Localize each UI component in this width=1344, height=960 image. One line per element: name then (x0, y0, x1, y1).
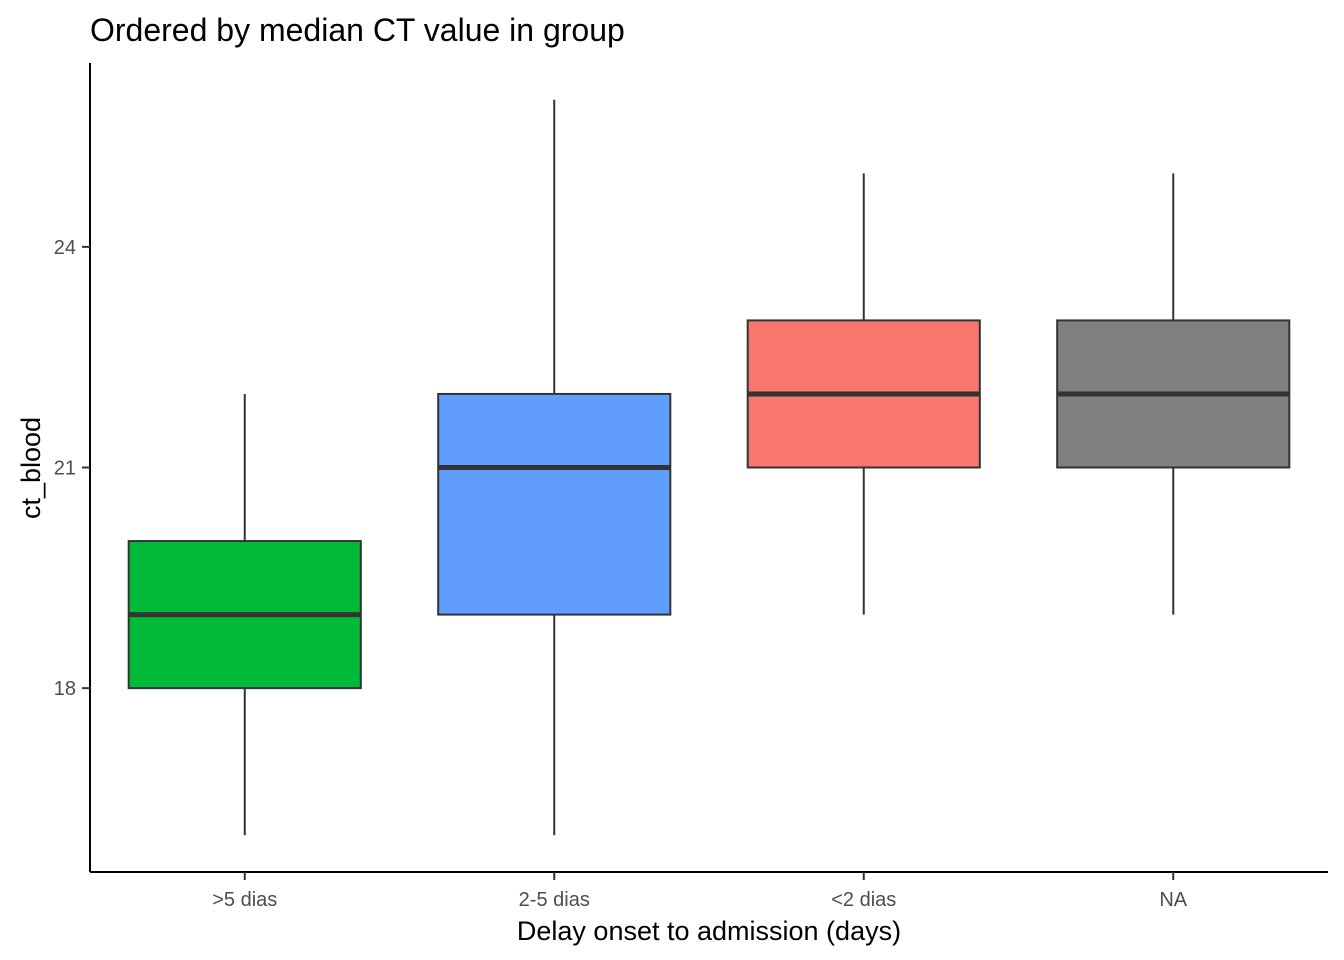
y-tick-label: 21 (54, 458, 76, 480)
chart-title: Ordered by median CT value in group (90, 12, 625, 48)
plot-area: 18 21 24 >5 dias 2-5 dias <2 dias NA (54, 63, 1328, 911)
x-tick-label: 2-5 dias (519, 889, 590, 911)
x-tick-label: <2 dias (831, 889, 896, 911)
x-tick-label: NA (1159, 889, 1187, 911)
box (437, 392, 672, 616)
y-tick-label: 24 (54, 237, 76, 259)
x-axis-title: Delay onset to admission (days) (517, 916, 901, 946)
y-tick-label: 18 (54, 678, 76, 700)
y-axis-title: ct_blood (16, 417, 46, 519)
x-tick-label: >5 dias (212, 889, 277, 911)
